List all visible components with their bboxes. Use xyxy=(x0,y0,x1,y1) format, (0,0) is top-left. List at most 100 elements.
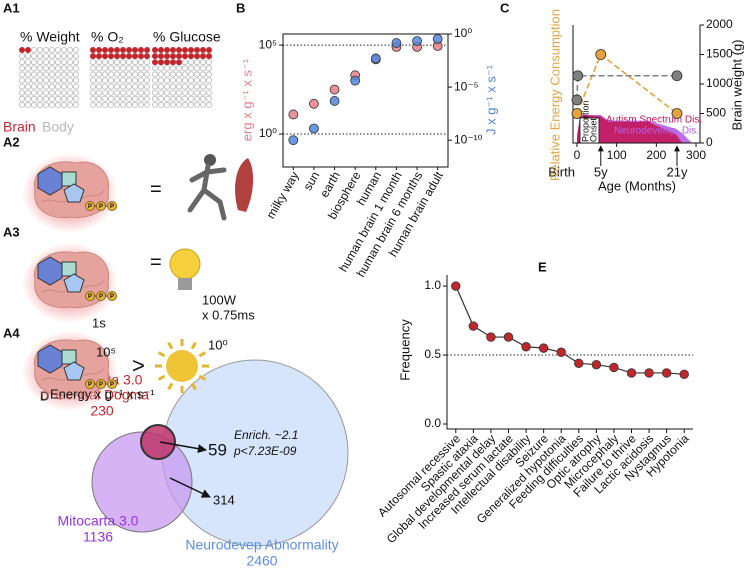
dot xyxy=(30,59,37,66)
point xyxy=(350,75,361,86)
dot xyxy=(18,95,25,102)
dot xyxy=(96,59,103,66)
dot xyxy=(102,65,109,72)
panel-label: A4 xyxy=(3,325,20,340)
dot xyxy=(143,53,150,60)
body-dots xyxy=(18,47,80,108)
dot xyxy=(37,59,44,66)
dot xyxy=(90,59,97,66)
dot xyxy=(43,89,50,96)
dot xyxy=(49,65,56,72)
y-axis-label: Frequency xyxy=(397,319,412,381)
dot xyxy=(175,65,182,72)
dot xyxy=(61,47,68,54)
set-label: Mitocarta 3.0 xyxy=(58,513,139,529)
energy-unit: Energy x g⁻¹ x s⁻¹ xyxy=(50,386,155,401)
dot xyxy=(43,101,50,108)
dot xyxy=(205,77,212,84)
y-tick-label: 1.0 xyxy=(424,278,441,292)
x-tick-label: 300 xyxy=(686,148,706,162)
dot xyxy=(169,83,176,90)
dot xyxy=(18,71,25,78)
brain-dots xyxy=(90,47,150,60)
dot xyxy=(169,47,176,54)
set-count: 230 xyxy=(90,403,114,419)
dot xyxy=(114,53,121,60)
dot xyxy=(199,59,206,66)
dot xyxy=(30,95,37,102)
dot xyxy=(120,77,127,84)
point xyxy=(370,53,381,64)
point xyxy=(644,368,654,378)
head xyxy=(204,154,216,166)
time: 1s xyxy=(92,315,106,330)
sun-ray xyxy=(167,341,174,350)
dot xyxy=(114,95,121,102)
dot xyxy=(163,71,170,78)
dot xyxy=(108,71,115,78)
dot xyxy=(131,77,138,84)
dot xyxy=(193,83,200,90)
dot xyxy=(49,71,56,78)
x-axis-label: Age (Months) xyxy=(598,178,676,193)
dot xyxy=(205,101,212,108)
dot xyxy=(90,53,97,60)
y-axis-label: erg x g⁻¹ x s⁻¹ xyxy=(239,58,254,141)
dot xyxy=(55,95,62,102)
dot xyxy=(120,65,127,72)
dot xyxy=(108,89,115,96)
dot xyxy=(151,59,158,66)
dot xyxy=(187,59,194,66)
dot xyxy=(205,83,212,90)
dot xyxy=(61,77,68,84)
dot xyxy=(102,83,109,90)
dot xyxy=(199,95,206,102)
dot xyxy=(131,101,138,108)
point xyxy=(572,70,584,82)
dot xyxy=(18,47,25,54)
dot xyxy=(108,95,115,102)
dot xyxy=(61,95,68,102)
axes xyxy=(446,275,693,430)
dot xyxy=(181,95,188,102)
dot xyxy=(151,65,158,72)
dot xyxy=(187,95,194,102)
dot xyxy=(102,47,109,54)
dot xyxy=(96,71,103,78)
dot xyxy=(90,71,97,78)
dot xyxy=(114,101,121,108)
dot xyxy=(24,65,31,72)
dot xyxy=(169,65,176,72)
dot xyxy=(181,47,188,54)
inset-label: Onset xyxy=(588,117,598,142)
phosphate-label: P xyxy=(88,204,92,210)
legend-label: Body xyxy=(42,119,74,135)
dot xyxy=(151,101,158,108)
dot xyxy=(199,89,206,96)
symbol: = xyxy=(150,178,162,200)
y2-tick-label: 1500 xyxy=(706,47,733,61)
dot xyxy=(108,101,115,108)
dot xyxy=(37,53,44,60)
dot xyxy=(151,47,158,54)
dot xyxy=(73,53,80,60)
dot xyxy=(143,89,150,96)
duration: x 0.75ms xyxy=(202,307,255,322)
dot xyxy=(120,89,127,96)
dot xyxy=(49,53,56,60)
dot xyxy=(163,47,170,54)
dot xyxy=(73,77,80,84)
dot xyxy=(43,77,50,84)
dot xyxy=(199,83,206,90)
inset-label: Proportion xyxy=(580,100,590,142)
dot xyxy=(18,89,25,96)
pentagon xyxy=(63,183,85,203)
point xyxy=(671,70,683,82)
dot xyxy=(67,71,74,78)
dot xyxy=(30,53,37,60)
dot xyxy=(131,71,138,78)
dot xyxy=(120,95,127,102)
y2-tick-label: 1000 xyxy=(706,76,733,90)
dot xyxy=(102,77,109,84)
onset-area xyxy=(576,115,693,143)
